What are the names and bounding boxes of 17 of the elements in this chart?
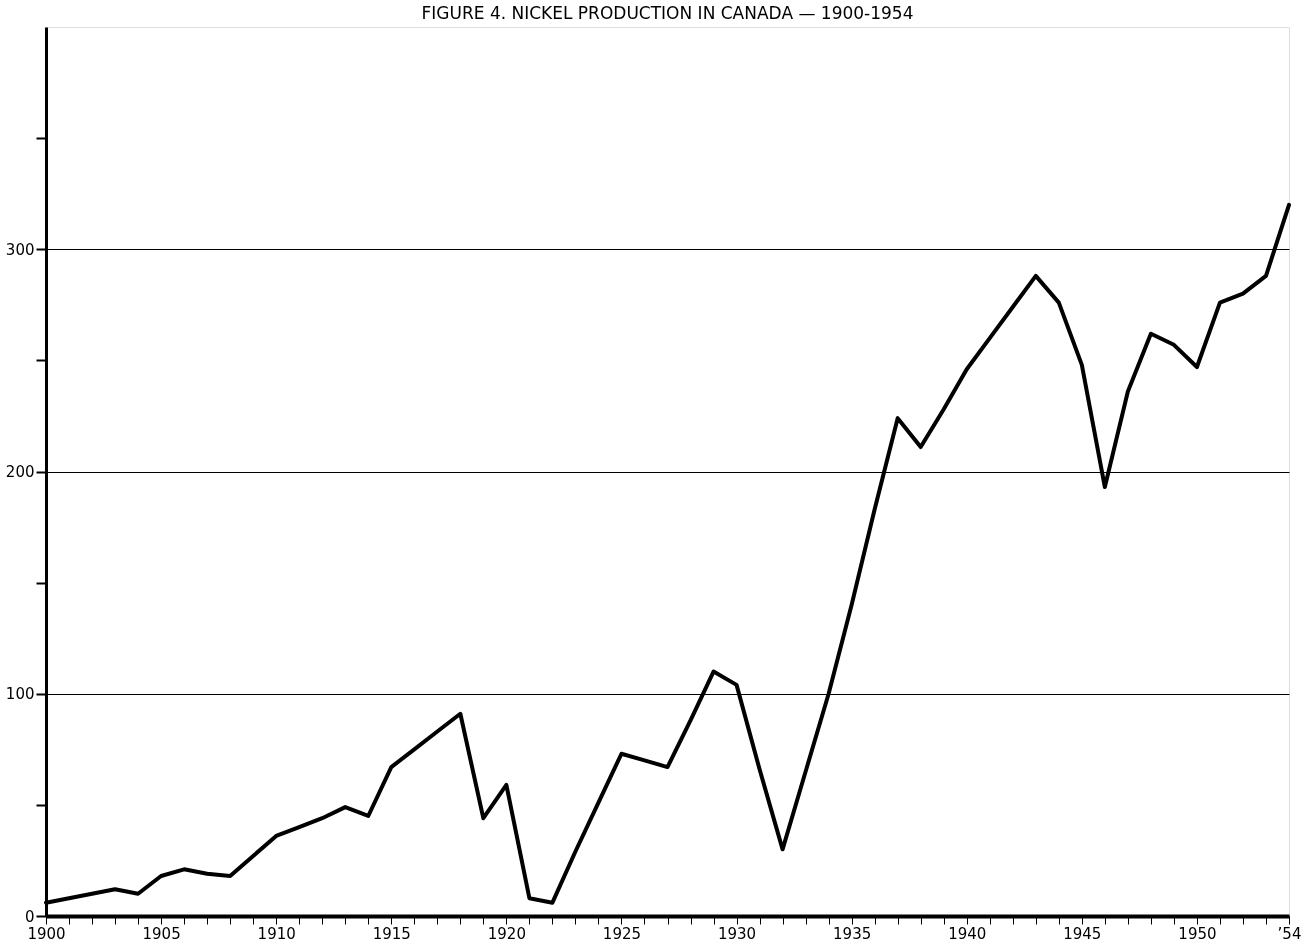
x-tick-label: 1945 bbox=[1063, 924, 1102, 943]
y-tick-label: 0 bbox=[24, 907, 35, 926]
x-tick-label: ’54 bbox=[1277, 924, 1302, 943]
y-tick-label: 100 bbox=[5, 685, 35, 704]
x-tick-label: 1930 bbox=[717, 924, 757, 943]
x-tick-label: 1905 bbox=[142, 924, 181, 943]
x-tick-label: 1925 bbox=[602, 924, 642, 943]
y-tick-label: 300 bbox=[5, 240, 35, 259]
x-tick-label: 1900 bbox=[27, 924, 66, 943]
x-tick-label: 1940 bbox=[948, 924, 987, 943]
x-tick-label: 1910 bbox=[257, 924, 296, 943]
y-tick-label: 200 bbox=[5, 463, 35, 481]
x-tick-label: 1935 bbox=[833, 924, 872, 943]
x-tick-label: 1950 bbox=[1178, 924, 1217, 943]
x-tick-label: 1920 bbox=[487, 924, 526, 943]
x-tick-label: 1915 bbox=[372, 924, 411, 943]
chart-title: FIGURE 4. NICKEL PRODUCTION IN CANADA — 1900-1954 bbox=[421, 3, 914, 23]
